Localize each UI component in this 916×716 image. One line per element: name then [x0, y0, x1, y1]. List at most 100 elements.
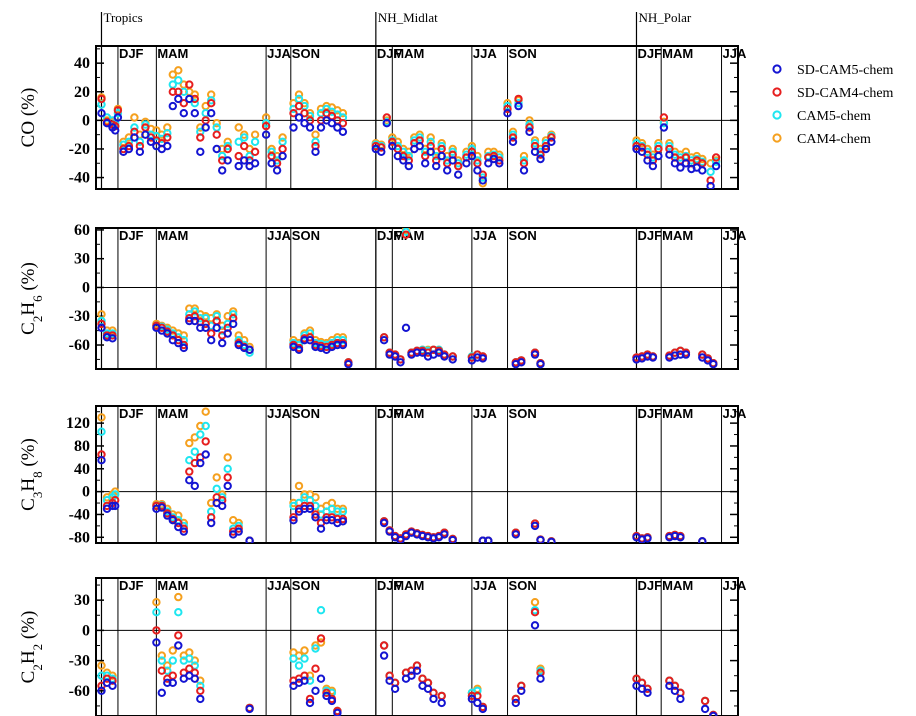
point-cam5-chem [163, 129, 172, 138]
point-sd-cam5-chem [448, 535, 457, 543]
season-label: MAM [393, 406, 424, 421]
point-cam4-chem [190, 304, 200, 313]
point-sd-cam5-chem [338, 517, 348, 526]
point-sd-cam5-chem [289, 516, 298, 525]
point-sd-cam4-chem [508, 133, 518, 142]
point-sd-cam4-chem [401, 230, 411, 239]
point-sd-cam5-chem [440, 530, 449, 539]
point-cam4-chem [185, 438, 194, 448]
plot-frame [95, 405, 739, 544]
point-sd-cam5-chem [643, 534, 652, 543]
point-sd-cam5-chem [454, 170, 463, 179]
point-sd-cam5-chem [196, 147, 205, 157]
legend-marker [772, 133, 782, 143]
point-sd-cam5-chem [218, 166, 227, 175]
point-sd-cam5-chem [311, 147, 320, 157]
point-sd-cam4-chem [659, 113, 669, 122]
point-sd-cam5-chem [385, 527, 394, 536]
point-sd-cam5-chem [300, 119, 309, 128]
season-label: DJF [377, 406, 402, 421]
point-sd-cam5-chem [245, 704, 254, 714]
point-sd-cam5-chem [517, 686, 526, 695]
point-cam5-chem [223, 141, 232, 151]
season-label: SON [292, 406, 320, 421]
point-sd-cam5-chem [437, 698, 446, 708]
point-sd-cam4-chem [196, 686, 205, 695]
point-cam5-chem [201, 421, 210, 431]
data-points [97, 407, 707, 543]
point-sd-cam5-chem [643, 688, 652, 697]
point-sd-cam5-chem [196, 458, 205, 468]
point-sd-cam4-chem [316, 634, 326, 643]
point-cam5-chem [473, 686, 482, 695]
point-cam5-chem [448, 147, 457, 157]
point-sd-cam4-chem [300, 671, 309, 680]
point-sd-cam5-chem [223, 156, 232, 165]
point-sd-cam5-chem [305, 504, 315, 513]
point-cam5-chem [223, 464, 232, 473]
point-sd-cam5-chem [418, 348, 427, 357]
point-sd-cam4-chem [179, 99, 189, 108]
season-label: DJF [637, 228, 662, 243]
point-sd-cam4-chem [240, 141, 249, 151]
point-sd-cam4-chem [665, 676, 674, 685]
point-sd-cam5-chem [272, 166, 282, 175]
point-sd-cam5-chem [412, 666, 422, 675]
point-cam5-chem [426, 137, 435, 147]
point-cam5-chem [212, 312, 221, 321]
point-sd-cam4-chem [97, 319, 106, 329]
point-sd-cam5-chem [511, 698, 520, 708]
point-sd-cam5-chem [648, 353, 658, 362]
point-sd-cam4-chem [289, 513, 298, 522]
point-sd-cam5-chem [393, 151, 402, 161]
point-cam5-chem [113, 109, 123, 118]
point-sd-cam5-chem [706, 181, 715, 189]
point-sd-cam5-chem [240, 156, 249, 165]
point-sd-cam4-chem [711, 153, 721, 162]
season-label: DJF [637, 406, 662, 421]
point-sd-cam5-chem [135, 147, 145, 157]
y-tick-label: 0 [82, 622, 90, 639]
point-sd-cam5-chem [196, 323, 205, 332]
season-label: MAM [662, 578, 693, 593]
point-sd-cam5-chem [190, 481, 200, 491]
season-label: JJA [473, 578, 497, 593]
point-cam5-chem [711, 157, 721, 167]
season-label: DJF [119, 228, 144, 243]
point-sd-cam4-chem [530, 608, 540, 617]
point-cam5-chem [316, 606, 326, 615]
y-tick-label: 120 [66, 415, 90, 432]
y-tick-label: 20 [74, 84, 90, 101]
point-sd-cam4-chem [300, 109, 309, 118]
point-cam4-chem [212, 119, 221, 128]
point-sd-cam5-chem [670, 159, 680, 168]
point-sd-cam4-chem [174, 87, 183, 97]
point-sd-cam5-chem [382, 119, 391, 128]
point-sd-cam5-chem [338, 340, 348, 350]
point-sd-cam5-chem [124, 144, 134, 154]
y-tick-label: 30 [74, 592, 90, 609]
y-tick-label: 0 [82, 112, 90, 129]
point-sd-cam5-chem [478, 176, 487, 185]
point-cam5-chem [401, 228, 411, 236]
point-cam4-chem [530, 598, 540, 607]
point-cam5-chem [168, 656, 178, 665]
point-cam4-chem [157, 651, 167, 660]
point-cam4-chem [97, 413, 106, 422]
season-label: DJF [119, 578, 144, 593]
point-sd-cam5-chem [316, 524, 326, 533]
point-sd-cam5-chem [338, 127, 348, 137]
point-cam5-chem [212, 484, 221, 493]
point-sd-cam5-chem [440, 352, 449, 361]
point-sd-cam5-chem [218, 501, 227, 511]
point-cam4-chem [311, 130, 320, 139]
point-sd-cam5-chem [676, 533, 685, 542]
point-sd-cam5-chem [163, 329, 172, 338]
y-tick-label: -60 [69, 683, 90, 700]
point-cam5-chem [174, 76, 183, 85]
point-sd-cam5-chem [168, 516, 178, 525]
point-sd-cam5-chem [179, 343, 189, 353]
point-sd-cam5-chem [711, 161, 721, 171]
point-sd-cam5-chem [698, 166, 707, 175]
